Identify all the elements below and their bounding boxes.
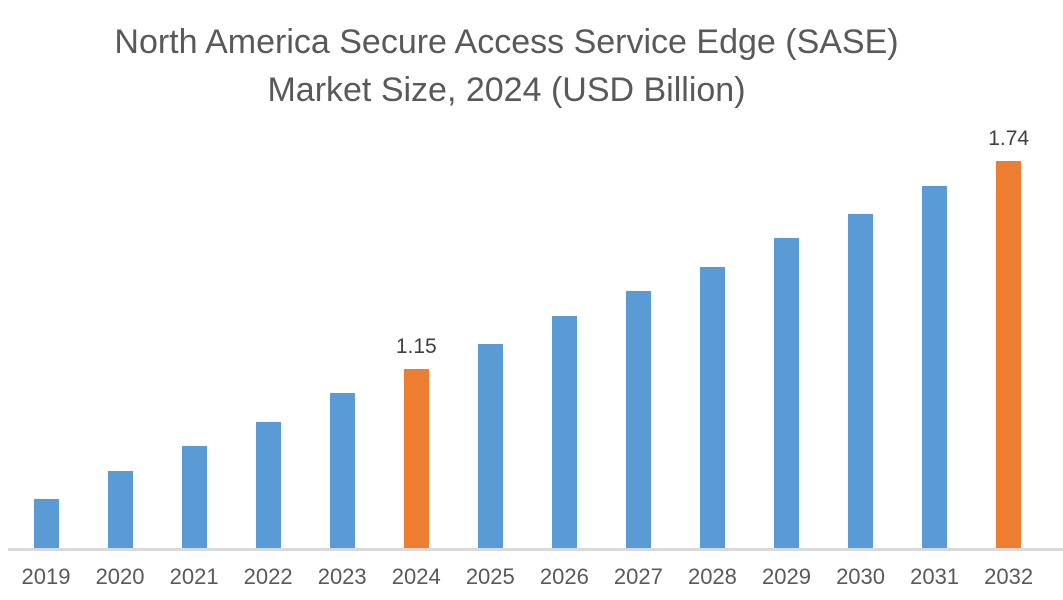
x-axis-label-2021: 2021 [169, 564, 219, 589]
bar-2027 [625, 291, 651, 548]
x-axis-label-2022: 2022 [243, 564, 293, 589]
bar-2023 [329, 393, 355, 548]
x-axis-label-2030: 2030 [836, 564, 886, 589]
x-axis-label-2032: 2032 [984, 564, 1034, 589]
x-axis-label-2020: 2020 [95, 564, 145, 589]
x-axis-label-2027: 2027 [613, 564, 663, 589]
bar-2021 [181, 446, 207, 548]
x-axis-label-2029: 2029 [762, 564, 811, 589]
x-axis-label-2019: 2019 [21, 564, 71, 589]
bar-2026 [551, 315, 577, 548]
x-axis-label-2023: 2023 [317, 564, 367, 589]
chart-title-line-2: Market Size, 2024 (USD Billion) [267, 71, 746, 109]
x-axis-label-2026: 2026 [539, 564, 589, 589]
chart-title: North America Secure Access Service Edge… [0, 18, 1013, 114]
data-label-2032: 1.74 [988, 127, 1030, 150]
chart-title-line-1: North America Secure Access Service Edge… [114, 23, 899, 61]
x-axis-label-2028: 2028 [687, 564, 737, 589]
bar-2020 [107, 470, 133, 548]
bar-2032 [996, 161, 1022, 548]
bar-2025 [477, 344, 503, 548]
bar-2028 [699, 266, 725, 548]
data-label-2024: 1.15 [395, 334, 437, 358]
bar-2019 [33, 499, 59, 548]
x-axis-line [8, 548, 1063, 551]
bar-2029 [774, 238, 799, 548]
bar-2022 [255, 421, 281, 548]
bar-2031 [922, 185, 948, 548]
x-axis-label-2025: 2025 [465, 564, 515, 589]
bar-2030 [848, 213, 874, 548]
x-axis-label-2031: 2031 [910, 564, 960, 589]
bar-2024 [403, 368, 429, 548]
x-axis-label-2024: 2024 [391, 564, 441, 589]
